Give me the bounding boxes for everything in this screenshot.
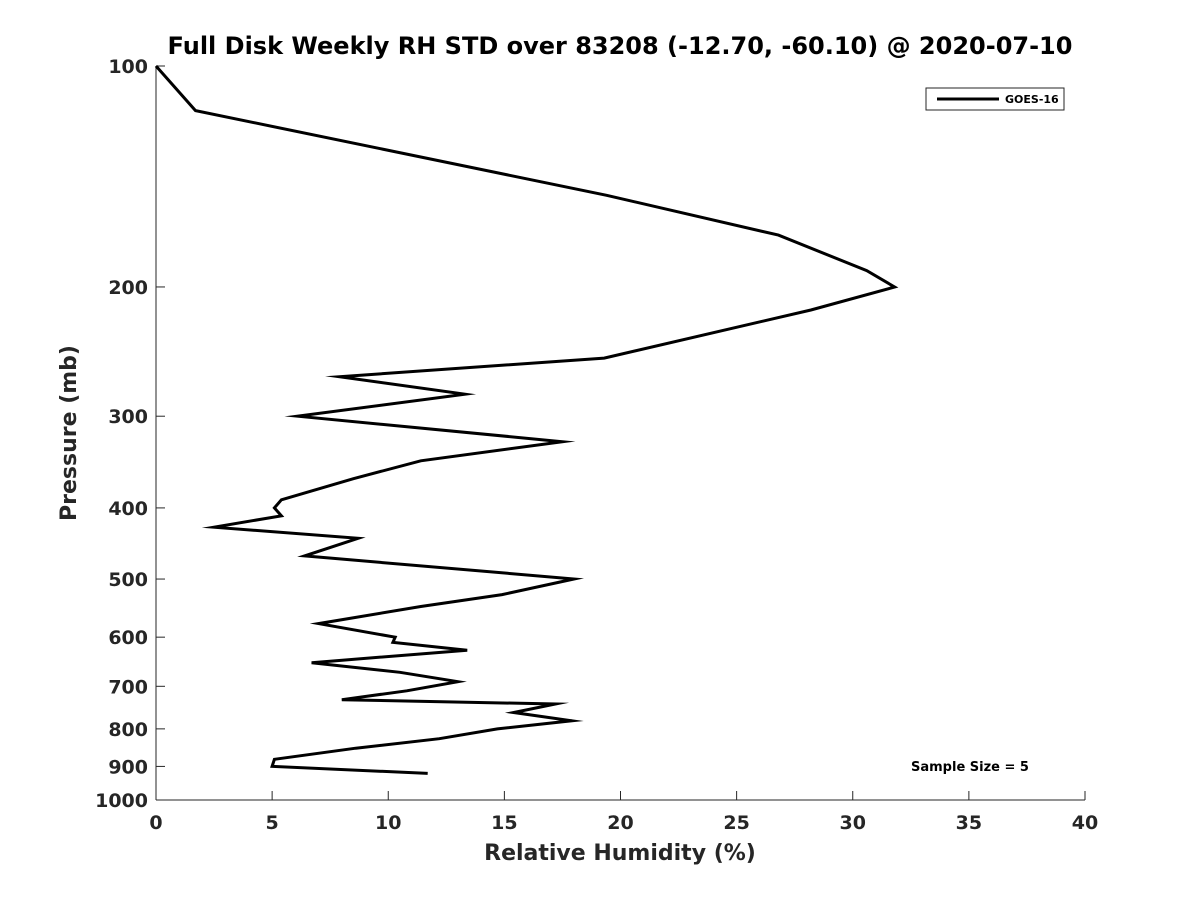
y-tick-label: 900 — [108, 756, 148, 778]
plot-area — [155, 66, 1085, 801]
legend: GOES-16 — [925, 87, 1065, 111]
x-tick-label: 30 — [840, 812, 866, 834]
chart-title: Full Disk Weekly RH STD over 83208 (-12.… — [168, 32, 1073, 60]
x-tick-label: 40 — [1072, 812, 1098, 834]
x-tick-label: 35 — [956, 812, 982, 834]
y-tick-label: 400 — [108, 498, 148, 520]
x-tick-label: 10 — [375, 812, 401, 834]
series-group — [154, 65, 899, 775]
x-tick-label: 20 — [607, 812, 633, 834]
y-axis-label: Pressure (mb) — [57, 345, 82, 521]
y-tick-label: 600 — [108, 627, 148, 649]
y-ticks: 100 200 300 400 500 600 700 800 900 1000 — [95, 56, 165, 812]
y-tick-label: 100 — [108, 56, 148, 78]
x-tick-label: 5 — [266, 812, 279, 834]
y-tick-label: 1000 — [95, 790, 148, 812]
x-tick-label: 25 — [723, 812, 749, 834]
x-tick-label: 0 — [149, 812, 162, 834]
y-tick-label: 300 — [108, 406, 148, 428]
legend-label: GOES-16 — [1005, 93, 1059, 106]
sample-size-annotation: Sample Size = 5 — [911, 760, 1029, 775]
y-tick-label: 700 — [108, 676, 148, 698]
y-tick-label: 500 — [108, 569, 148, 591]
y-tick-label: 200 — [108, 277, 148, 299]
x-ticks: 0 5 10 15 20 25 30 35 40 — [149, 791, 1098, 834]
series-line-0 — [154, 65, 899, 775]
x-tick-label: 15 — [491, 812, 517, 834]
y-tick-label: 800 — [108, 719, 148, 741]
x-axis-label: Relative Humidity (%) — [484, 841, 756, 866]
